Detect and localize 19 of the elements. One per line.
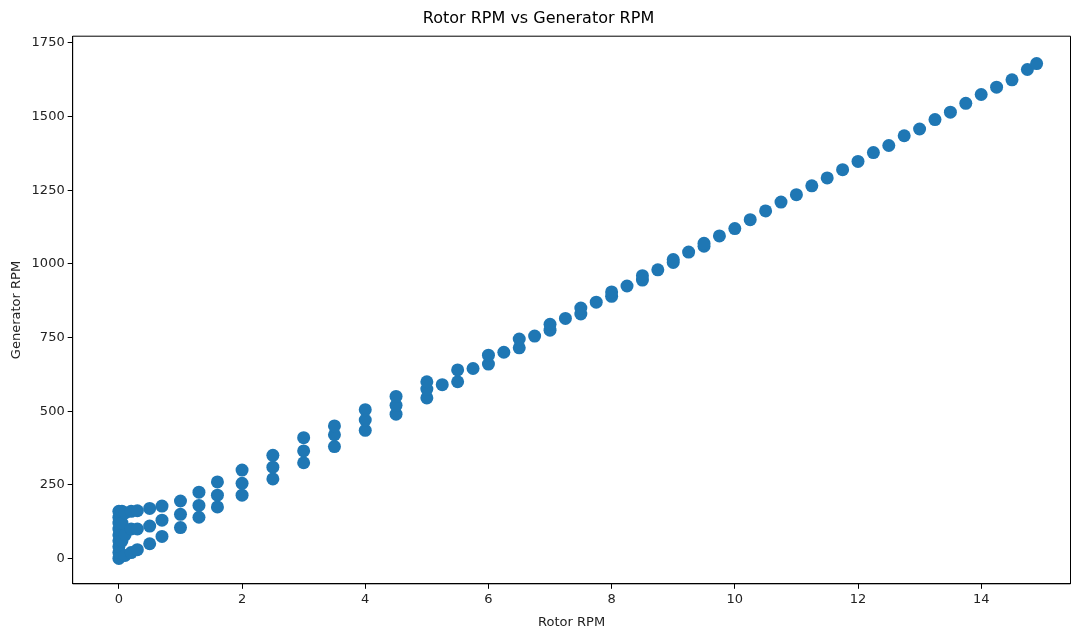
x-tick-label: 6 bbox=[484, 590, 493, 606]
y-tick-label: 750 bbox=[39, 328, 65, 344]
y-tick-label: 1250 bbox=[31, 181, 65, 197]
x-axis-title: Rotor RPM bbox=[538, 613, 606, 629]
chart-title: Rotor RPM vs Generator RPM bbox=[422, 7, 655, 27]
y-axis-title: Generator RPM bbox=[8, 260, 24, 360]
x-tick-label: 14 bbox=[972, 590, 990, 606]
x-tick-label: 4 bbox=[361, 590, 370, 606]
x-tick-label: 10 bbox=[726, 590, 744, 606]
y-tick-label: 0 bbox=[56, 549, 65, 565]
x-tick-label: 2 bbox=[237, 590, 247, 606]
y-tick-label: 250 bbox=[39, 476, 65, 492]
y-tick-label: 1500 bbox=[31, 107, 65, 123]
y-tick-label: 1000 bbox=[31, 255, 65, 271]
x-tick-label: 12 bbox=[849, 590, 867, 606]
y-tick-label: 500 bbox=[39, 402, 65, 418]
x-tick-label: 0 bbox=[114, 590, 124, 606]
x-tick-label: 8 bbox=[607, 590, 616, 606]
y-tick-label: 1750 bbox=[31, 34, 65, 50]
